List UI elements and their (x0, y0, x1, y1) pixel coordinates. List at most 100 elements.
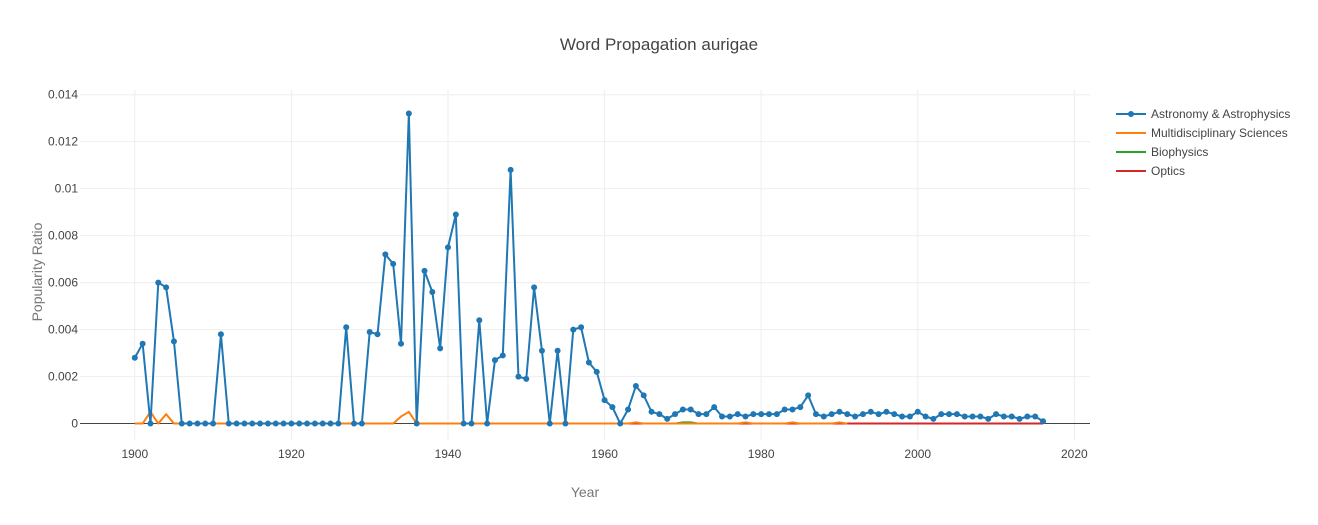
data-point[interactable] (272, 420, 279, 427)
data-point[interactable] (398, 340, 405, 347)
data-point[interactable] (938, 411, 945, 418)
data-point[interactable] (742, 413, 749, 420)
data-point[interactable] (288, 420, 295, 427)
data-point[interactable] (899, 413, 906, 420)
data-point[interactable] (859, 411, 866, 418)
data-point[interactable] (382, 251, 389, 258)
data-point[interactable] (319, 420, 326, 427)
data-point[interactable] (546, 420, 553, 427)
data-point[interactable] (773, 411, 780, 418)
data-point[interactable] (343, 324, 350, 331)
data-point[interactable] (601, 397, 608, 404)
data-point[interactable] (805, 392, 812, 399)
data-point[interactable] (664, 415, 671, 422)
data-point[interactable] (765, 411, 772, 418)
data-point[interactable] (507, 166, 514, 173)
data-point[interactable] (711, 404, 718, 411)
data-point[interactable] (233, 420, 240, 427)
data-point[interactable] (421, 267, 428, 274)
data-point[interactable] (985, 415, 992, 422)
data-point[interactable] (468, 420, 475, 427)
data-point[interactable] (241, 420, 248, 427)
data-point[interactable] (147, 420, 154, 427)
data-point[interactable] (491, 357, 498, 364)
data-point[interactable] (515, 373, 522, 380)
legend-item-multidisciplinary[interactable]: Multidisciplinary Sciences (1116, 126, 1288, 140)
data-point[interactable] (930, 415, 937, 422)
data-point[interactable] (844, 411, 851, 418)
data-point[interactable] (734, 411, 741, 418)
data-point[interactable] (531, 284, 538, 291)
data-point[interactable] (304, 420, 311, 427)
data-point[interactable] (593, 368, 600, 375)
data-point[interactable] (444, 244, 451, 251)
data-point[interactable] (617, 420, 624, 427)
data-point[interactable] (632, 382, 639, 389)
data-point[interactable] (867, 408, 874, 415)
data-point[interactable] (695, 411, 702, 418)
data-point[interactable] (264, 420, 271, 427)
data-point[interactable] (922, 413, 929, 420)
data-point[interactable] (155, 279, 162, 286)
data-point[interactable] (648, 408, 655, 415)
data-point[interactable] (977, 413, 984, 420)
data-point[interactable] (781, 406, 788, 413)
data-point[interactable] (280, 420, 287, 427)
data-point[interactable] (296, 420, 303, 427)
data-point[interactable] (358, 420, 365, 427)
data-point[interactable] (202, 420, 209, 427)
data-point[interactable] (828, 411, 835, 418)
data-point[interactable] (1032, 413, 1039, 420)
data-point[interactable] (351, 420, 358, 427)
data-point[interactable] (523, 375, 530, 382)
data-point[interactable] (914, 408, 921, 415)
data-point[interactable] (170, 338, 177, 345)
data-point[interactable] (961, 413, 968, 420)
data-point[interactable] (953, 411, 960, 418)
data-point[interactable] (210, 420, 217, 427)
data-point[interactable] (883, 408, 890, 415)
data-point[interactable] (640, 392, 647, 399)
data-point[interactable] (993, 411, 1000, 418)
data-point[interactable] (906, 413, 913, 420)
data-point[interactable] (390, 260, 397, 267)
data-point[interactable] (726, 413, 733, 420)
data-point[interactable] (820, 413, 827, 420)
legend-item-astronomy[interactable]: Astronomy & Astrophysics (1116, 107, 1290, 121)
data-point[interactable] (656, 411, 663, 418)
data-point[interactable] (131, 354, 138, 361)
data-point[interactable] (374, 331, 381, 338)
data-point[interactable] (405, 110, 412, 117)
data-point[interactable] (499, 352, 506, 359)
data-point[interactable] (1000, 413, 1007, 420)
data-point[interactable] (217, 331, 224, 338)
data-point[interactable] (257, 420, 264, 427)
data-point[interactable] (327, 420, 334, 427)
data-point[interactable] (719, 413, 726, 420)
legend-item-biophysics[interactable]: Biophysics (1116, 145, 1208, 159)
data-point[interactable] (163, 284, 170, 291)
data-point[interactable] (460, 420, 467, 427)
data-point[interactable] (812, 411, 819, 418)
legend-item-optics[interactable]: Optics (1116, 164, 1185, 178)
data-point[interactable] (585, 359, 592, 366)
data-point[interactable] (875, 411, 882, 418)
data-point[interactable] (703, 411, 710, 418)
data-point[interactable] (366, 328, 373, 335)
data-point[interactable] (789, 406, 796, 413)
data-point[interactable] (836, 408, 843, 415)
data-point[interactable] (750, 411, 757, 418)
data-point[interactable] (554, 347, 561, 354)
data-point[interactable] (413, 420, 420, 427)
data-point[interactable] (625, 406, 632, 413)
data-point[interactable] (1040, 418, 1047, 425)
data-point[interactable] (1024, 413, 1031, 420)
data-point[interactable] (139, 340, 146, 347)
data-point[interactable] (452, 211, 459, 218)
data-point[interactable] (578, 324, 585, 331)
data-point[interactable] (852, 413, 859, 420)
data-point[interactable] (687, 406, 694, 413)
data-point[interactable] (609, 404, 616, 411)
data-point[interactable] (484, 420, 491, 427)
data-point[interactable] (186, 420, 193, 427)
